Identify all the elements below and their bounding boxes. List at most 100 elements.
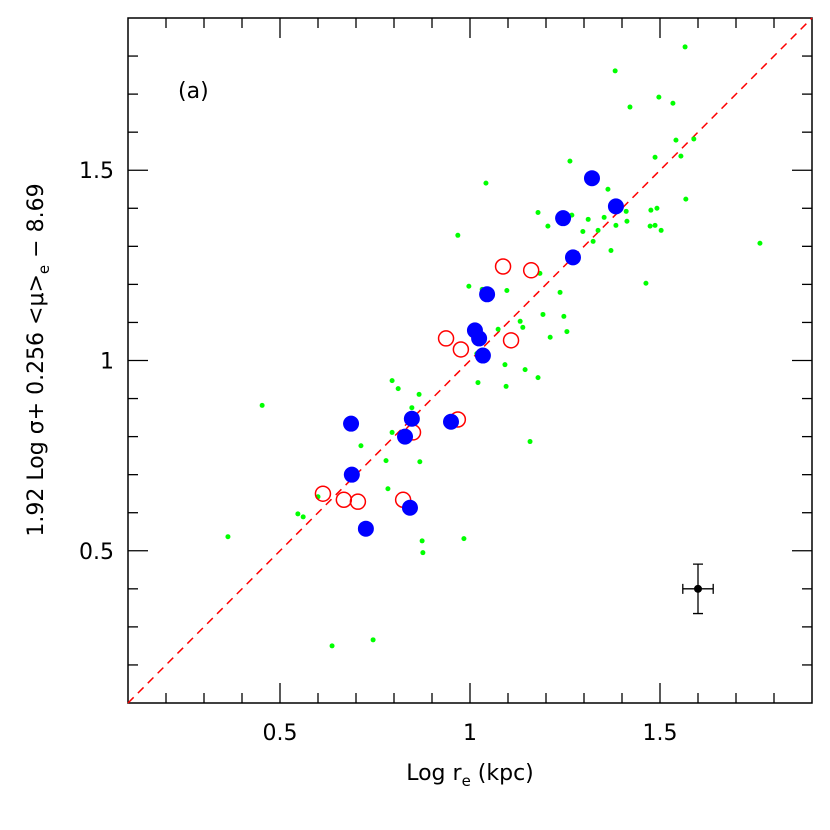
x-axis-label: Log re (kpc) xyxy=(406,761,534,790)
point xyxy=(349,493,367,510)
point xyxy=(613,222,619,228)
point xyxy=(466,283,472,289)
point xyxy=(517,318,523,324)
point xyxy=(461,536,467,542)
point xyxy=(479,286,496,303)
y-label-rest: − 8.69 xyxy=(24,183,49,264)
point xyxy=(397,428,414,445)
point xyxy=(535,209,541,215)
point xyxy=(409,405,415,411)
point xyxy=(564,249,581,266)
y-tick-label: 0.5 xyxy=(79,540,114,565)
point xyxy=(627,104,633,110)
point xyxy=(561,313,567,319)
point xyxy=(357,520,374,537)
point xyxy=(694,584,702,593)
point xyxy=(683,196,689,202)
point xyxy=(678,153,684,159)
point xyxy=(452,341,470,358)
point xyxy=(475,380,481,386)
y-label-main: 1.92 Log σ+ 0.256 <μ> xyxy=(24,274,49,536)
point xyxy=(652,154,658,160)
point xyxy=(522,367,528,373)
point xyxy=(329,643,335,649)
x-label-sub: e xyxy=(462,772,471,790)
point xyxy=(580,228,586,234)
point xyxy=(522,262,540,279)
point xyxy=(623,208,629,214)
point xyxy=(557,289,563,295)
point xyxy=(601,214,607,220)
point xyxy=(658,227,664,233)
point xyxy=(300,514,306,520)
point xyxy=(343,415,360,432)
x-label-main: Log r xyxy=(406,761,462,786)
point xyxy=(608,248,614,254)
point xyxy=(358,443,364,449)
point xyxy=(567,158,573,164)
x-tick-label: 0.5 xyxy=(263,721,298,746)
point xyxy=(670,100,676,106)
point xyxy=(314,485,332,502)
point xyxy=(417,459,423,465)
point xyxy=(225,534,231,540)
point xyxy=(443,413,459,430)
point xyxy=(295,511,301,517)
x-label-rest: (kpc) xyxy=(471,761,534,786)
point xyxy=(395,386,401,392)
y-label-sub: e xyxy=(35,265,53,274)
point xyxy=(535,375,541,381)
point xyxy=(401,499,418,516)
point xyxy=(624,218,630,224)
point xyxy=(643,280,649,286)
point xyxy=(483,180,489,186)
point xyxy=(403,410,420,427)
point xyxy=(757,240,763,246)
point xyxy=(527,439,533,445)
point xyxy=(420,550,426,556)
point xyxy=(389,429,395,435)
point xyxy=(612,68,618,74)
point xyxy=(455,232,461,238)
point xyxy=(564,329,570,335)
point xyxy=(416,391,422,397)
point xyxy=(585,216,591,222)
y-tick-label: 1.5 xyxy=(79,159,114,184)
point xyxy=(595,227,601,233)
annotation: (a) xyxy=(178,79,209,104)
point xyxy=(590,238,596,244)
point xyxy=(682,44,688,50)
point xyxy=(419,538,425,544)
point xyxy=(656,94,662,100)
point xyxy=(540,311,546,317)
point xyxy=(385,486,391,492)
point xyxy=(648,207,654,213)
point xyxy=(547,334,553,340)
point xyxy=(335,491,353,509)
point xyxy=(520,324,526,330)
point xyxy=(647,223,653,229)
point xyxy=(607,198,624,215)
point xyxy=(389,378,395,384)
point xyxy=(583,170,600,187)
point xyxy=(503,383,509,389)
point xyxy=(691,136,697,142)
point xyxy=(437,330,455,347)
point xyxy=(605,186,611,192)
point xyxy=(652,222,658,228)
point xyxy=(545,223,551,229)
reference-line xyxy=(127,17,813,704)
point xyxy=(474,347,491,364)
point xyxy=(383,458,389,464)
point xyxy=(495,326,501,332)
point xyxy=(343,466,360,483)
point xyxy=(654,205,660,211)
point xyxy=(370,637,376,643)
y-tick-label: 1 xyxy=(100,350,114,375)
x-tick-label: 1.5 xyxy=(643,721,678,746)
point xyxy=(502,362,508,368)
point xyxy=(673,137,679,143)
point xyxy=(555,210,572,227)
point xyxy=(471,330,488,347)
